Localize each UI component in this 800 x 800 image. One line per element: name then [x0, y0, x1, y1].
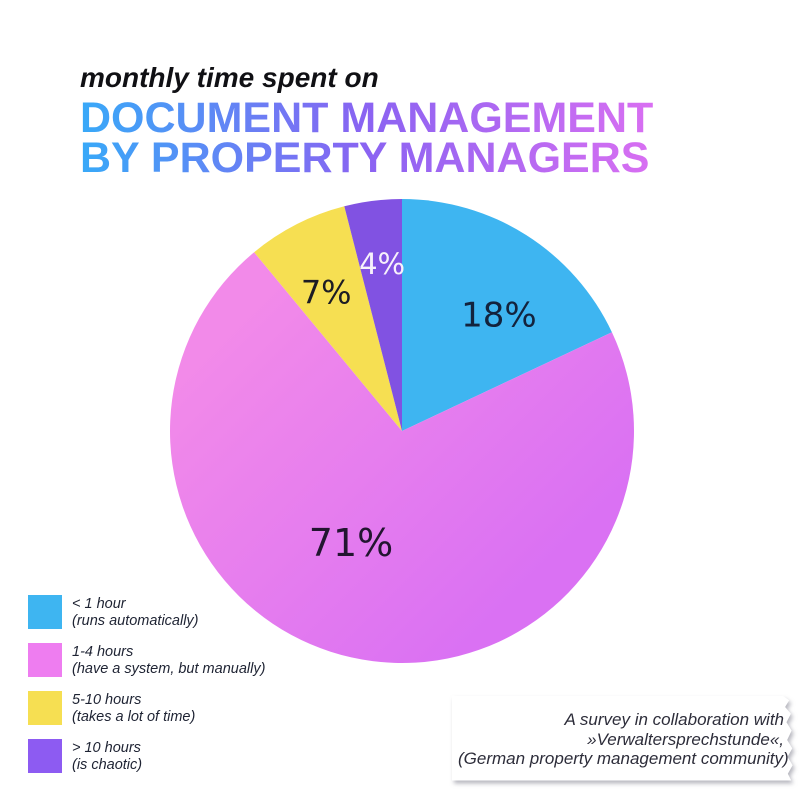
legend-item: < 1 hour (runs automatically): [28, 595, 265, 629]
legend-item: > 10 hours (is chaotic): [28, 739, 265, 773]
legend-label: 5-10 hours: [72, 692, 142, 708]
legend-label: > 10 hours: [72, 740, 141, 756]
source-note-line: »Verwaltersprechstunde«,: [587, 729, 784, 749]
legend-label: 1-4 hours: [72, 644, 134, 660]
source-note-card: A survey in collaboration with »Verwalter…: [452, 696, 794, 781]
source-note: A survey in collaboration with »Verwalter…: [452, 696, 793, 781]
pie-slice-7%: [254, 206, 402, 431]
legend-item: 5-10 hours (takes a lot of time): [28, 691, 265, 725]
pie-label-18%: 18%: [461, 296, 537, 336]
eyebrow-text: monthly time spent on: [80, 62, 379, 93]
legend-sublabel: (runs automatically): [72, 612, 199, 629]
legend-swatch: [28, 739, 62, 773]
pie-label-4%: 4%: [359, 247, 405, 281]
legend-swatch: [28, 691, 62, 725]
legend-sublabel: (takes a lot of time): [72, 708, 196, 725]
legend-sublabel: (is chaotic): [72, 756, 143, 773]
pie-slice-18%: [402, 199, 612, 431]
legend-swatch: [28, 595, 62, 629]
legend-label: < 1 hour: [72, 596, 126, 612]
legend-sublabel: (have a system, but manually): [72, 660, 266, 677]
pie-label-71%: 71%: [309, 521, 393, 565]
source-note-line: A survey in collaboration with: [564, 710, 784, 729]
pie-slice-4%: [344, 199, 402, 431]
pie-label-7%: 7%: [301, 274, 352, 312]
chart-legend: < 1 hour (runs automatically) 1-4 hours …: [28, 595, 265, 787]
pie-slice-71%: [170, 252, 635, 664]
legend-item: 1-4 hours (have a system, but manually): [28, 643, 265, 677]
header: monthly time spent on DOCUMENT MANAGEMEN…: [80, 62, 653, 178]
legend-swatch: [28, 643, 62, 677]
source-note-line: (German property management community): [458, 749, 789, 768]
